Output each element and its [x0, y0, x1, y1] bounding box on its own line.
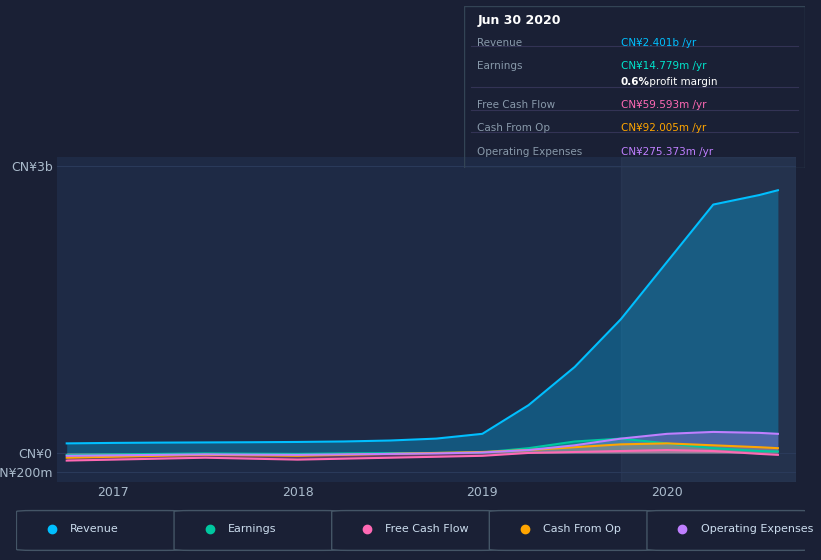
Text: 0.6%: 0.6%: [621, 77, 649, 87]
Text: CN¥59.593m /yr: CN¥59.593m /yr: [621, 100, 706, 110]
Text: CN¥14.779m /yr: CN¥14.779m /yr: [621, 61, 706, 71]
Text: Jun 30 2020: Jun 30 2020: [478, 14, 561, 27]
Text: Revenue: Revenue: [70, 524, 119, 534]
Text: Operating Expenses: Operating Expenses: [478, 147, 583, 157]
FancyBboxPatch shape: [489, 511, 655, 550]
Text: CN¥275.373m /yr: CN¥275.373m /yr: [621, 147, 713, 157]
Text: Earnings: Earnings: [227, 524, 276, 534]
Text: Free Cash Flow: Free Cash Flow: [478, 100, 556, 110]
Bar: [621, 157, 796, 482]
Text: Cash From Op: Cash From Op: [543, 524, 621, 534]
Text: Free Cash Flow: Free Cash Flow: [385, 524, 469, 534]
Text: CN¥92.005m /yr: CN¥92.005m /yr: [621, 123, 706, 133]
FancyBboxPatch shape: [174, 511, 340, 550]
Text: CN¥2.401b /yr: CN¥2.401b /yr: [621, 38, 696, 48]
Text: profit margin: profit margin: [646, 77, 718, 87]
FancyBboxPatch shape: [16, 511, 182, 550]
Text: Cash From Op: Cash From Op: [478, 123, 551, 133]
Text: Revenue: Revenue: [478, 38, 523, 48]
FancyBboxPatch shape: [647, 511, 813, 550]
Text: Operating Expenses: Operating Expenses: [700, 524, 813, 534]
Text: Earnings: Earnings: [478, 61, 523, 71]
FancyBboxPatch shape: [332, 511, 498, 550]
